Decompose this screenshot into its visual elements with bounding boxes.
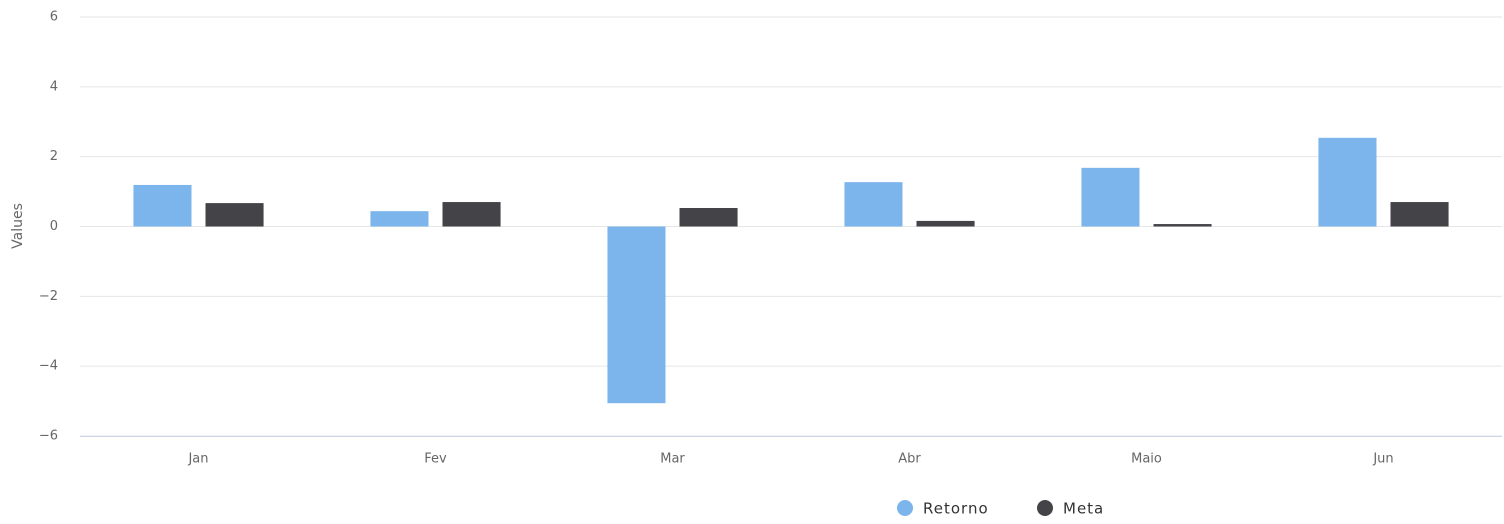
x-tick-label: Fev (424, 452, 447, 467)
x-tick-label: Jun (1372, 452, 1393, 467)
bar (1081, 167, 1140, 227)
y-tick-label: −2 (39, 289, 58, 304)
bar (1318, 137, 1377, 227)
bar (205, 203, 264, 227)
bar (607, 226, 666, 404)
x-tick-label: Maio (1131, 452, 1162, 467)
bar (1390, 202, 1449, 227)
legend-label: Meta (1063, 500, 1104, 518)
legend-label: Retorno (923, 500, 989, 518)
x-tick-label: Abr (898, 452, 921, 467)
legend-marker (1037, 500, 1053, 516)
y-tick-label: −4 (39, 359, 58, 374)
bar (1153, 224, 1212, 227)
y-tick-label: 2 (50, 149, 58, 164)
x-tick-label: Mar (660, 452, 685, 467)
bar (370, 211, 429, 227)
x-tick-label: Jan (187, 452, 208, 467)
bar (442, 202, 501, 227)
y-tick-label: 0 (50, 219, 58, 234)
bar (916, 220, 975, 227)
legend-marker (897, 500, 913, 516)
y-tick-label: 6 (50, 10, 58, 25)
y-axis-title: Values (10, 203, 26, 249)
y-tick-label: 4 (50, 79, 58, 94)
y-tick-label: −6 (39, 429, 58, 444)
bar (844, 182, 903, 227)
bar (133, 184, 192, 227)
bar (679, 207, 738, 227)
